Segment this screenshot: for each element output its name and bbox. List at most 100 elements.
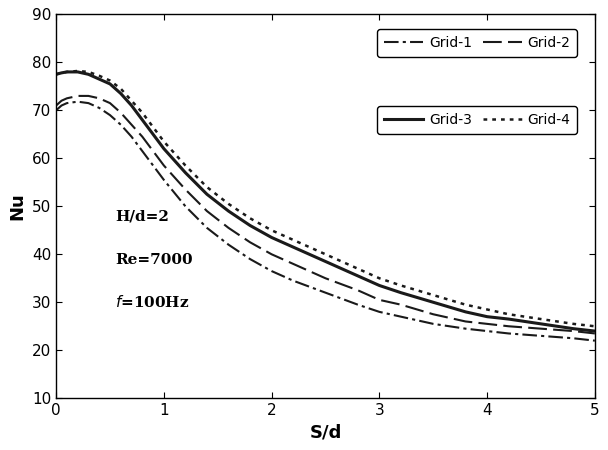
Grid-2: [483, 321, 491, 327]
Grid-4: [139, 110, 146, 115]
Grid-2: [182, 187, 189, 192]
Grid-3: [289, 244, 297, 250]
Grid-1: [85, 100, 92, 106]
Grid-2: [150, 148, 157, 154]
Grid-4: [397, 283, 404, 288]
Grid-1: [505, 331, 513, 336]
Grid-4: [128, 98, 135, 104]
Grid-1: [462, 326, 469, 331]
Line: Grid-4: Grid-4: [56, 71, 595, 326]
Grid-3: [95, 76, 103, 82]
Grid-4: [95, 73, 103, 78]
Grid-2: [106, 100, 114, 106]
Grid-2: [322, 275, 329, 281]
Grid-2: [462, 319, 469, 324]
Grid-2: [505, 324, 513, 329]
Line: Grid-2: Grid-2: [56, 96, 595, 333]
Grid-3: [322, 259, 329, 264]
Grid-1: [430, 321, 437, 327]
Grid-2: [63, 95, 71, 101]
Grid-2: [95, 95, 103, 101]
Grid-4: [376, 275, 383, 281]
Grid-3: [150, 131, 157, 137]
Grid-1: [591, 338, 598, 343]
Grid-2: [58, 98, 65, 104]
Grid-4: [268, 228, 275, 233]
Grid-2: [139, 134, 146, 140]
Grid-1: [397, 314, 404, 319]
Legend: Grid-3, Grid-4: Grid-3, Grid-4: [378, 106, 577, 134]
Grid-1: [161, 177, 168, 183]
Grid-1: [63, 100, 71, 106]
Grid-3: [354, 273, 362, 279]
Grid-2: [203, 208, 210, 214]
Grid-1: [182, 203, 189, 209]
Grid-2: [161, 163, 168, 168]
Grid-4: [106, 78, 114, 83]
Grid-4: [74, 68, 81, 74]
Grid-1: [58, 103, 65, 108]
Grid-1: [322, 290, 329, 295]
Grid-2: [117, 110, 125, 115]
Grid-4: [430, 292, 437, 298]
Grid-3: [58, 70, 65, 76]
Grid-3: [182, 170, 189, 176]
Grid-4: [52, 72, 60, 77]
Grid-4: [58, 70, 65, 76]
Grid-3: [246, 223, 254, 228]
Grid-4: [63, 69, 71, 75]
Y-axis label: Nu: Nu: [9, 193, 26, 220]
Grid-3: [85, 72, 92, 77]
Grid-4: [354, 266, 362, 271]
Grid-1: [225, 242, 232, 248]
Grid-3: [462, 309, 469, 315]
Grid-2: [246, 239, 254, 245]
Grid-2: [225, 225, 232, 230]
Grid-3: [505, 316, 513, 322]
Grid-3: [591, 328, 598, 334]
Grid-2: [591, 331, 598, 336]
Text: Re=7000: Re=7000: [116, 253, 193, 267]
Grid-3: [483, 314, 491, 319]
Line: Grid-3: Grid-3: [56, 72, 595, 331]
Grid-1: [203, 225, 210, 230]
Grid-1: [354, 302, 362, 307]
Grid-2: [74, 93, 81, 99]
Grid-4: [246, 216, 254, 221]
Grid-4: [117, 86, 125, 91]
Grid-3: [106, 81, 114, 86]
Grid-1: [570, 336, 577, 341]
Grid-2: [397, 302, 404, 307]
Grid-4: [85, 69, 92, 75]
Grid-1: [289, 278, 297, 284]
Grid-3: [63, 69, 71, 75]
Grid-3: [161, 146, 168, 151]
Grid-2: [376, 297, 383, 302]
Grid-1: [537, 333, 545, 338]
Grid-2: [570, 328, 577, 334]
Grid-1: [106, 112, 114, 118]
Grid-2: [52, 103, 60, 108]
Grid-4: [505, 311, 513, 317]
Grid-1: [95, 105, 103, 111]
Grid-1: [74, 99, 81, 104]
Grid-4: [570, 321, 577, 327]
Grid-4: [150, 124, 157, 130]
Grid-2: [354, 288, 362, 293]
Grid-1: [150, 163, 157, 168]
Grid-3: [537, 321, 545, 327]
Grid-3: [397, 290, 404, 295]
Grid-2: [128, 122, 135, 127]
Grid-1: [128, 134, 135, 140]
Grid-4: [161, 139, 168, 144]
Grid-3: [52, 72, 60, 77]
Grid-4: [537, 316, 545, 322]
Grid-1: [268, 268, 275, 274]
Grid-3: [268, 235, 275, 240]
Grid-2: [85, 93, 92, 99]
Grid-3: [139, 117, 146, 122]
Grid-2: [430, 311, 437, 317]
Grid-2: [537, 326, 545, 331]
Grid-2: [289, 261, 297, 266]
Grid-1: [117, 122, 125, 127]
